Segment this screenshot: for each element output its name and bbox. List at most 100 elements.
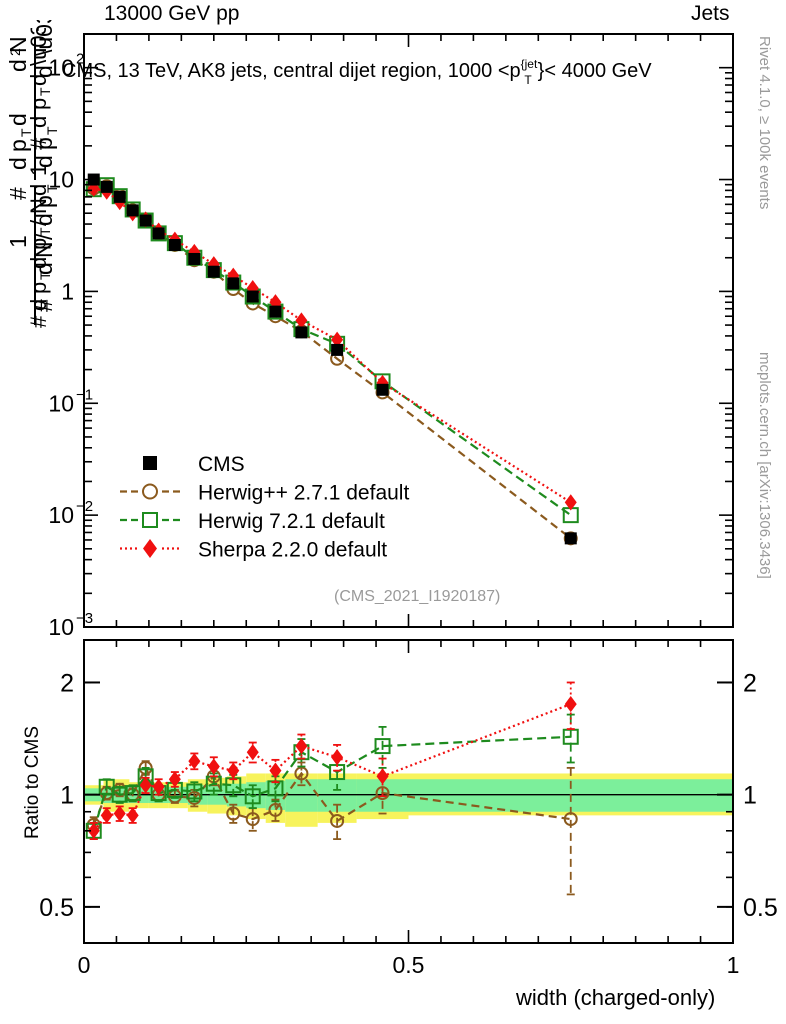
- ratio-data-point: [268, 802, 283, 817]
- svg-text:#: #: [5, 187, 31, 200]
- ratio-data-point: [126, 807, 139, 824]
- plot-title-main: CMS, 13 TeV, AK8 jets, central dijet reg…: [62, 60, 521, 82]
- svg-text:N: N: [26, 198, 51, 214]
- svg-text:2: 2: [7, 48, 23, 56]
- ratio-data-point: [87, 822, 100, 839]
- x-tick-label: 1: [727, 952, 740, 978]
- data-point: [152, 227, 165, 240]
- data-point: [331, 343, 344, 356]
- ratio-data-point: [152, 778, 165, 795]
- ratio-data-point: [294, 766, 309, 781]
- legend-item[interactable]: CMS: [143, 453, 245, 476]
- data-point: [207, 256, 220, 273]
- ratio-data-point: [331, 749, 344, 766]
- ratio-y-tick-label: 0.5: [39, 894, 74, 922]
- svg-text:d: d: [31, 65, 57, 78]
- svg-text:d: d: [5, 157, 31, 170]
- y-tick-label: 10 −3: [48, 610, 93, 640]
- y-tick-label: 10 2: [48, 51, 84, 81]
- svg-text:d: d: [5, 113, 31, 126]
- svg-text:\u03bb: \u03bb: [26, 28, 51, 66]
- ratio-y-tick-label-right: 0.5: [743, 894, 778, 922]
- ratio-data-point: [564, 695, 577, 713]
- svg-text:d: d: [26, 184, 51, 196]
- ratio-data-point: [374, 738, 391, 755]
- y-tick-label: 10 −2: [48, 498, 93, 528]
- y-tick-label-base: 10: [48, 167, 74, 193]
- data-point: [564, 494, 577, 511]
- ratio-line: [92, 703, 572, 832]
- x-axis-label: width (charged-only): [516, 985, 716, 1010]
- plot-title: CMS, 13 TeV, AK8 jets, central dijet reg…: [62, 57, 652, 87]
- data-point: [564, 532, 577, 545]
- ratio-data-point: [563, 812, 578, 827]
- main-panel-frame: [83, 33, 734, 628]
- svg-text:p: p: [31, 137, 57, 150]
- plot-title-superscript: {jet: [520, 57, 538, 71]
- svg-text:#: #: [26, 315, 51, 328]
- svg-text:#: #: [26, 137, 51, 150]
- ratio-data-point: [244, 788, 261, 805]
- svg-text:T: T: [37, 227, 53, 236]
- svg-text:p: p: [26, 282, 51, 294]
- side-text-rivet: Rivet 4.1.0, ≥ 100k events: [756, 36, 773, 210]
- series-line: [93, 187, 572, 504]
- svg-text:T: T: [44, 126, 60, 135]
- ratio-uncertainty-bands: [84, 773, 733, 827]
- svg-text:1: 1: [5, 235, 31, 248]
- x-tick-label: 0.5: [393, 952, 425, 978]
- plot-title-subscript: T: [524, 73, 532, 87]
- legend-item[interactable]: Sherpa 2.2.0 default: [120, 539, 387, 562]
- ratio-data-point: [269, 762, 282, 779]
- watermark: (CMS_2021_I1920187): [334, 588, 501, 605]
- plot-title-tail: }< 4000 GeV: [537, 60, 652, 82]
- ratio-data-point: [124, 785, 141, 802]
- y-tick-label: 10 −1: [48, 386, 93, 416]
- series-line: [93, 185, 572, 540]
- svg-text:T: T: [37, 271, 53, 280]
- data-point: [246, 280, 259, 297]
- legend-label: Herwig 7.2.1 default: [198, 510, 385, 533]
- svg-text:d: d: [5, 59, 31, 72]
- ratio-data-point: [295, 737, 308, 755]
- ratio-data-point: [227, 762, 240, 779]
- ratio-data-point: [100, 807, 113, 824]
- data-point: [113, 190, 126, 203]
- y-tick-label-base: 10: [48, 390, 74, 416]
- ratio-y-tick-label-right: 1: [743, 782, 757, 810]
- ratio-data-point: [207, 758, 220, 775]
- x-tick-label: 0: [78, 952, 91, 978]
- ratio-data-point: [139, 777, 152, 794]
- legend-label: CMS: [198, 453, 245, 476]
- data-point: [139, 214, 152, 227]
- series-cms: [87, 173, 577, 545]
- ratio-data-point: [226, 806, 241, 821]
- legend-marker: [143, 456, 157, 470]
- ratio-data-point: [168, 771, 181, 788]
- legend-item[interactable]: Herwig++ 2.7.1 default: [120, 482, 409, 505]
- legend-marker: [142, 483, 158, 500]
- ratio-data-point: [111, 786, 128, 803]
- y-tick-label-exponent: −1: [76, 386, 93, 403]
- ratio-y-tick-label: 2: [60, 669, 74, 697]
- ratio-data-point: [376, 768, 389, 785]
- header-right: Jets: [691, 2, 730, 25]
- svg-text:p: p: [26, 98, 51, 110]
- ratio-y-axis-label: Ratio to CMS: [22, 726, 43, 839]
- ratio-data-point: [375, 786, 390, 801]
- svg-text:1: 1: [26, 164, 51, 176]
- legend-item[interactable]: Herwig 7.2.1 default: [120, 510, 385, 533]
- data-point: [188, 252, 201, 265]
- header-left: 13000 GeV pp: [104, 2, 240, 25]
- y-tick-label-exponent: 2: [76, 51, 84, 68]
- data-point: [168, 238, 181, 251]
- ratio-data-point: [186, 783, 203, 800]
- svg-text:/: /: [31, 233, 57, 240]
- ratio-data-point: [113, 805, 126, 822]
- data-point: [331, 331, 344, 348]
- svg-text:N: N: [5, 36, 31, 53]
- y-tick-label: 1: [61, 278, 74, 304]
- svg-text:T: T: [37, 87, 53, 96]
- svg-text:T: T: [44, 184, 60, 193]
